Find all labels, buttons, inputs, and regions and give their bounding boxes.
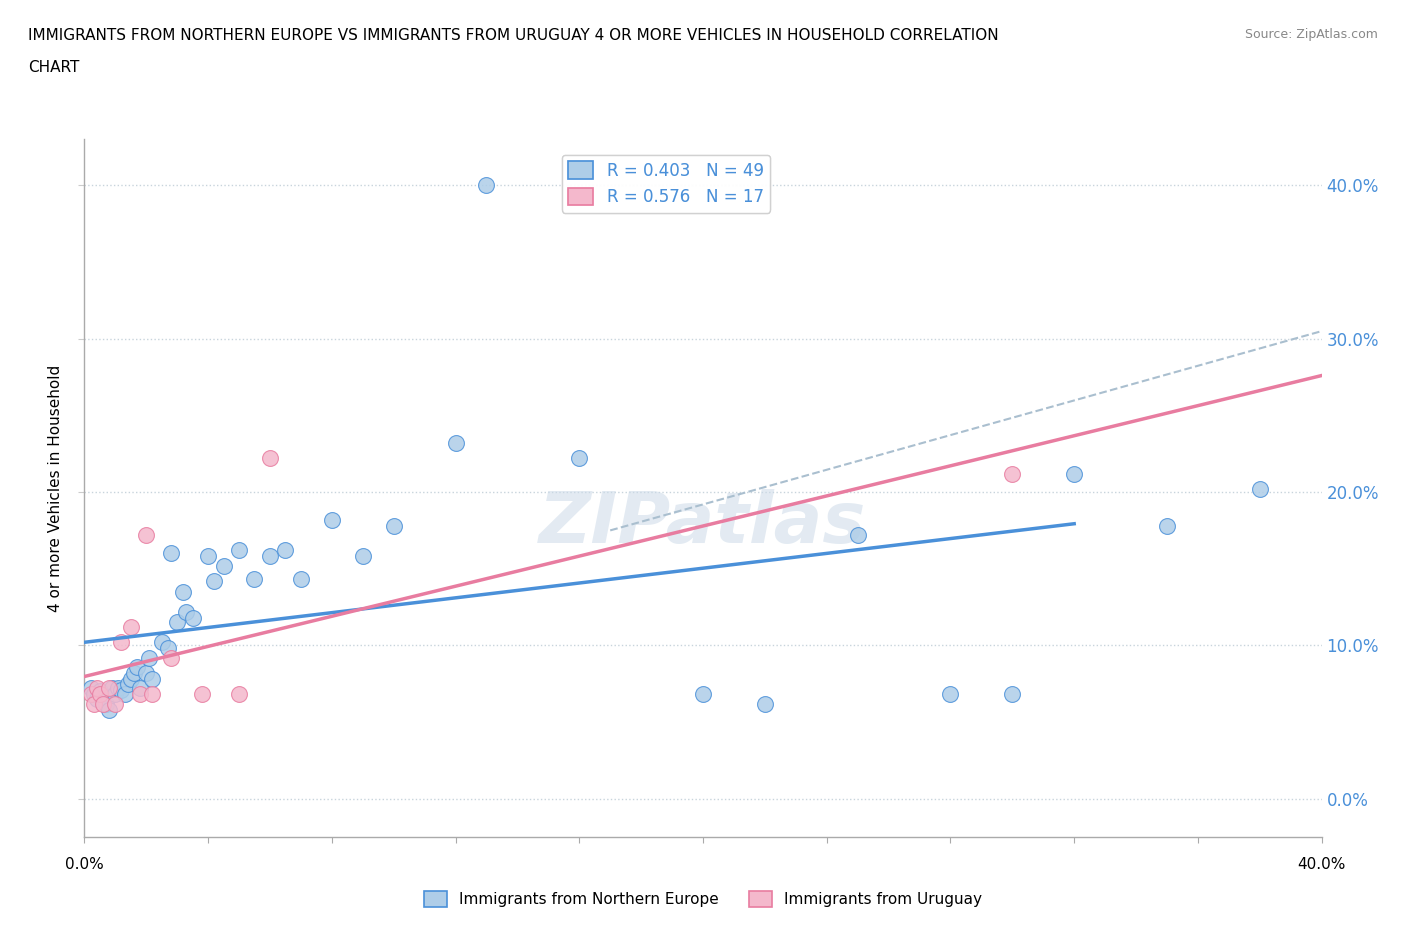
Point [138, 650, 160, 665]
Point [1249, 482, 1271, 497]
Point [754, 697, 776, 711]
Point [568, 451, 591, 466]
Point [228, 687, 250, 702]
Point [382, 518, 405, 533]
Point [150, 635, 173, 650]
Text: 40.0%: 40.0% [1298, 857, 1346, 872]
Text: 0.0%: 0.0% [65, 857, 104, 872]
Point [444, 435, 467, 450]
Point [120, 619, 142, 634]
Point [86, 692, 108, 707]
Point [129, 687, 152, 702]
Point [101, 681, 124, 696]
Point [290, 572, 312, 587]
Point [107, 681, 129, 696]
Point [91, 690, 114, 705]
Legend: R = 0.403   N = 49, R = 0.576   N = 17: R = 0.403 N = 49, R = 0.576 N = 17 [561, 154, 770, 213]
Point [181, 610, 204, 625]
Y-axis label: 4 or more Vehicles in Household: 4 or more Vehicles in Household [48, 365, 63, 612]
Point [83, 697, 105, 711]
Text: IMMIGRANTS FROM NORTHERN EUROPE VS IMMIGRANTS FROM URUGUAY 4 OR MORE VEHICLES IN: IMMIGRANTS FROM NORTHERN EUROPE VS IMMIG… [28, 28, 998, 43]
Point [160, 650, 183, 665]
Point [1001, 466, 1024, 481]
Point [110, 683, 132, 698]
Point [89, 684, 111, 698]
Point [166, 615, 188, 630]
Point [243, 572, 266, 587]
Point [692, 687, 714, 702]
Point [141, 687, 163, 702]
Point [135, 666, 157, 681]
Point [352, 549, 374, 564]
Point [202, 574, 225, 589]
Legend: Immigrants from Northern Europe, Immigrants from Uruguay: Immigrants from Northern Europe, Immigra… [418, 884, 988, 913]
Text: CHART: CHART [28, 60, 80, 75]
Point [104, 697, 127, 711]
Point [212, 558, 235, 573]
Point [83, 687, 105, 702]
Point [160, 546, 183, 561]
Point [1063, 466, 1085, 481]
Point [122, 666, 145, 681]
Point [86, 681, 108, 696]
Point [79, 687, 101, 702]
Point [197, 549, 219, 564]
Text: ZIPatlas: ZIPatlas [540, 488, 866, 558]
Point [274, 543, 297, 558]
Point [114, 687, 136, 702]
Point [91, 697, 114, 711]
Point [141, 671, 163, 686]
Point [1001, 687, 1024, 702]
Point [176, 604, 198, 619]
Point [94, 697, 117, 711]
Point [1156, 518, 1178, 533]
Point [475, 178, 498, 193]
Point [321, 512, 343, 527]
Point [98, 702, 121, 717]
Point [104, 687, 127, 702]
Point [110, 635, 132, 650]
Point [939, 687, 962, 702]
Point [89, 687, 111, 702]
Point [129, 681, 152, 696]
Point [79, 681, 101, 696]
Point [172, 584, 194, 599]
Point [228, 543, 250, 558]
Point [191, 687, 214, 702]
Point [156, 641, 179, 656]
Point [120, 671, 142, 686]
Point [135, 527, 157, 542]
Point [125, 659, 148, 674]
Point [846, 527, 869, 542]
Point [259, 549, 281, 564]
Point [117, 676, 139, 691]
Point [259, 451, 281, 466]
Point [98, 681, 121, 696]
Text: Source: ZipAtlas.com: Source: ZipAtlas.com [1244, 28, 1378, 41]
